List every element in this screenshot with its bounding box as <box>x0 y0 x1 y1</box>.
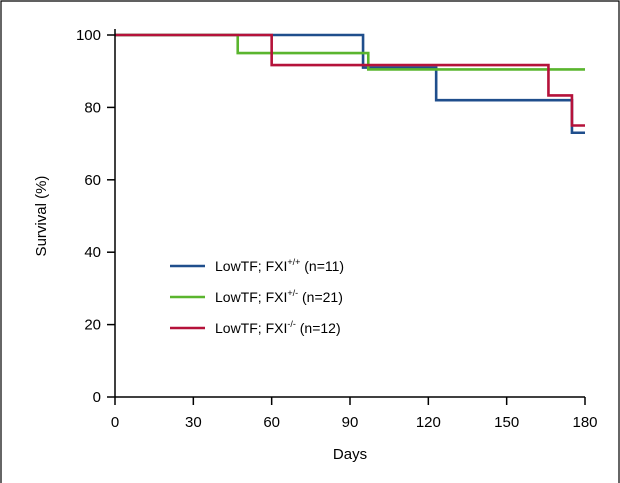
y-tick-label: 80 <box>84 99 101 116</box>
axes-layer: 0 20 40 60 80 100 0 30 60 90 120 150 180 <box>76 27 598 431</box>
legend: LowTF; FXI+/+ (n=11) LowTF; FXI+/- (n=21)… <box>170 257 344 336</box>
series-layer <box>115 33 585 135</box>
y-tick-label: 20 <box>84 317 101 334</box>
x-tick-label: 150 <box>494 414 519 431</box>
y-tick-label: 100 <box>76 27 101 44</box>
legend-label-2: LowTF; FXI+/- (n=21) <box>215 288 343 305</box>
y-tick-label: 60 <box>84 172 101 189</box>
series-line-3 <box>115 33 585 127</box>
x-tick-label: 180 <box>572 414 597 431</box>
series-line-1 <box>115 33 585 135</box>
legend-label-1: LowTF; FXI+/+ (n=11) <box>215 257 344 274</box>
y-tick-label: 40 <box>84 244 101 261</box>
x-axis-title: Days <box>333 446 367 463</box>
y-tick-label: 0 <box>93 389 101 406</box>
x-tick-label: 90 <box>342 414 359 431</box>
x-tick-label: 0 <box>111 414 119 431</box>
x-tick-label: 30 <box>185 414 202 431</box>
x-tick-label: 60 <box>263 414 280 431</box>
x-tick-label: 120 <box>416 414 441 431</box>
y-axis-title: Survival (%) <box>33 176 50 257</box>
legend-label-3: LowTF; FXI-/- (n=12) <box>215 319 341 336</box>
